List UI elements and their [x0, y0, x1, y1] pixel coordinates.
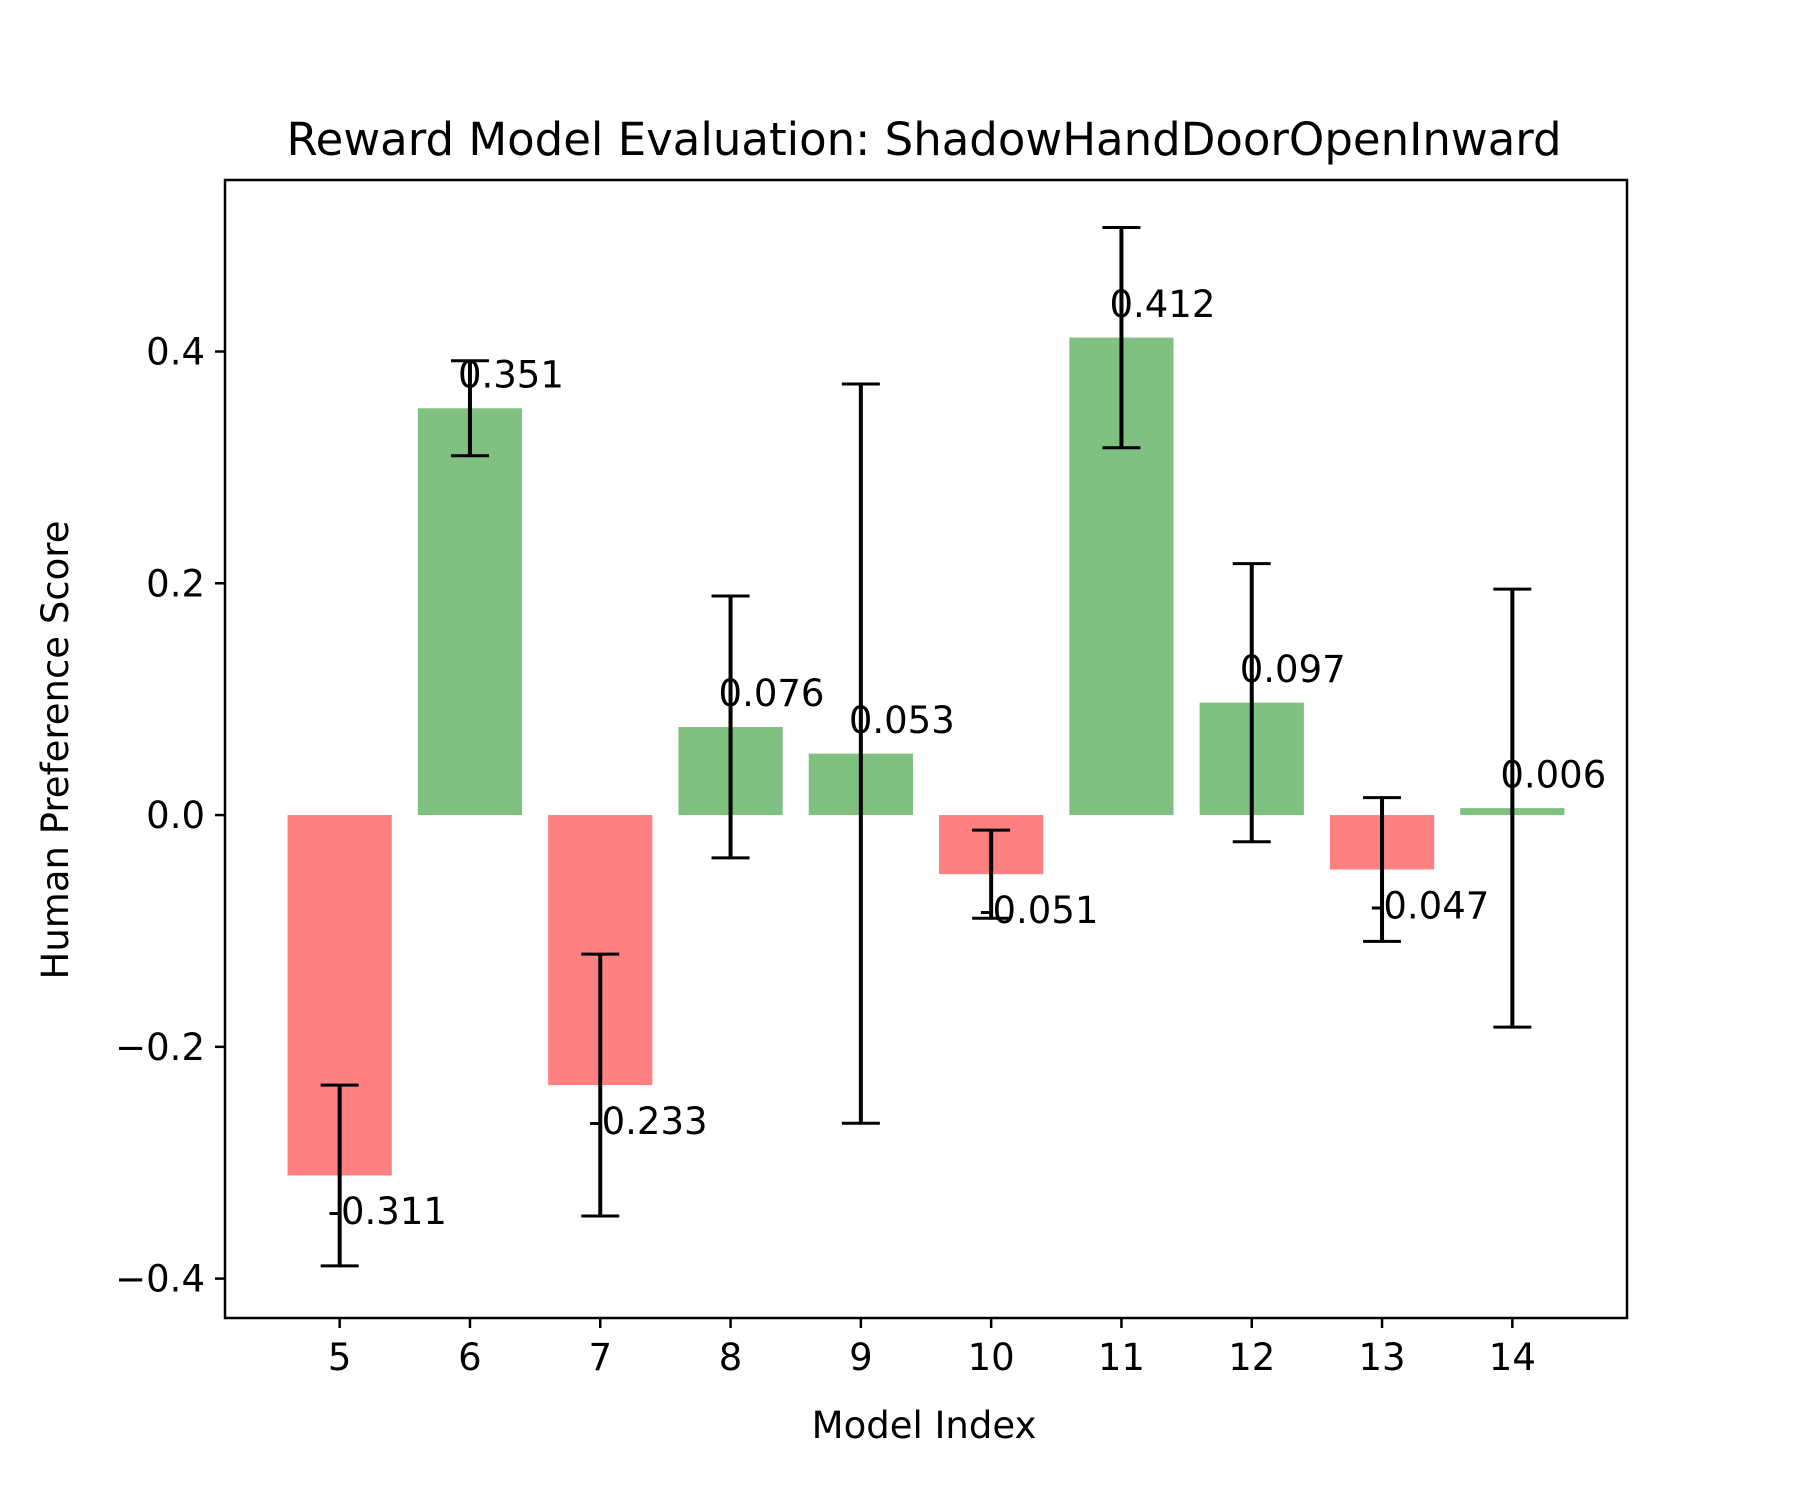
error-bar-model-11: [1102, 226, 1141, 450]
error-bar-model-7: [581, 952, 620, 1218]
y-tick-label: 0.4: [146, 331, 205, 374]
value-label-model-12: 0.097: [1240, 648, 1346, 691]
x-tick-label: 9: [849, 1336, 873, 1379]
x-tick-label: 7: [588, 1336, 612, 1379]
y-tick-label: 0.2: [146, 562, 205, 605]
value-label-model-9: 0.053: [849, 699, 955, 742]
plot-frame: [223, 178, 1629, 1320]
value-label-model-5: -0.311: [328, 1190, 447, 1233]
value-label-model-13: -0.047: [1370, 884, 1489, 927]
error-bar-model-10: [972, 828, 1011, 920]
error-bar-model-9: [841, 382, 880, 1125]
error-bar-model-12: [1232, 562, 1271, 844]
value-label-model-6: 0.351: [458, 354, 564, 397]
chart-title: Reward Model Evaluation: ShadowHandDoorO…: [286, 113, 1561, 166]
value-label-model-14: 0.006: [1500, 753, 1606, 796]
value-label-model-10: -0.051: [979, 889, 1098, 932]
y-axis-label: Human Preference Score: [34, 521, 77, 980]
error-bar-model-6: [450, 359, 489, 458]
error-bar-model-5: [320, 1083, 359, 1268]
value-labels-layer: -0.311 0.351 -0.233 0.076 0.053 -0.051 0.412 0.…: [328, 283, 1607, 1233]
error-bars-layer: [320, 226, 1532, 1268]
x-tick-label: 11: [1098, 1336, 1145, 1379]
y-tick-label: −0.2: [115, 1026, 205, 1069]
error-bar-model-8: [711, 594, 750, 860]
value-label-model-11: 0.412: [1109, 283, 1215, 326]
y-tick-label: −0.4: [115, 1258, 205, 1301]
x-tick-label: 10: [968, 1336, 1015, 1379]
bars-layer: [287, 337, 1565, 1176]
error-bar-model-14: [1493, 587, 1532, 1029]
value-label-model-7: -0.233: [588, 1100, 707, 1143]
x-tick-label: 8: [719, 1336, 743, 1379]
bar-model-6: [417, 408, 523, 816]
x-tick-label: 6: [458, 1336, 482, 1379]
x-tick-label: 5: [328, 1336, 352, 1379]
x-tick-label: 14: [1489, 1336, 1536, 1379]
x-tick-label: 12: [1228, 1336, 1275, 1379]
y-tick-label: 0.0: [146, 794, 205, 837]
x-axis-label: Model Index: [812, 1404, 1037, 1447]
value-label-model-8: 0.076: [719, 672, 825, 715]
x-tick-label: 13: [1358, 1336, 1405, 1379]
axes-layer: −0.4 −0.2 0.0 0.2 0.4 5 6 7 8 9 10 11 12 13 14: [115, 178, 1629, 1379]
error-bar-model-13: [1363, 796, 1402, 943]
